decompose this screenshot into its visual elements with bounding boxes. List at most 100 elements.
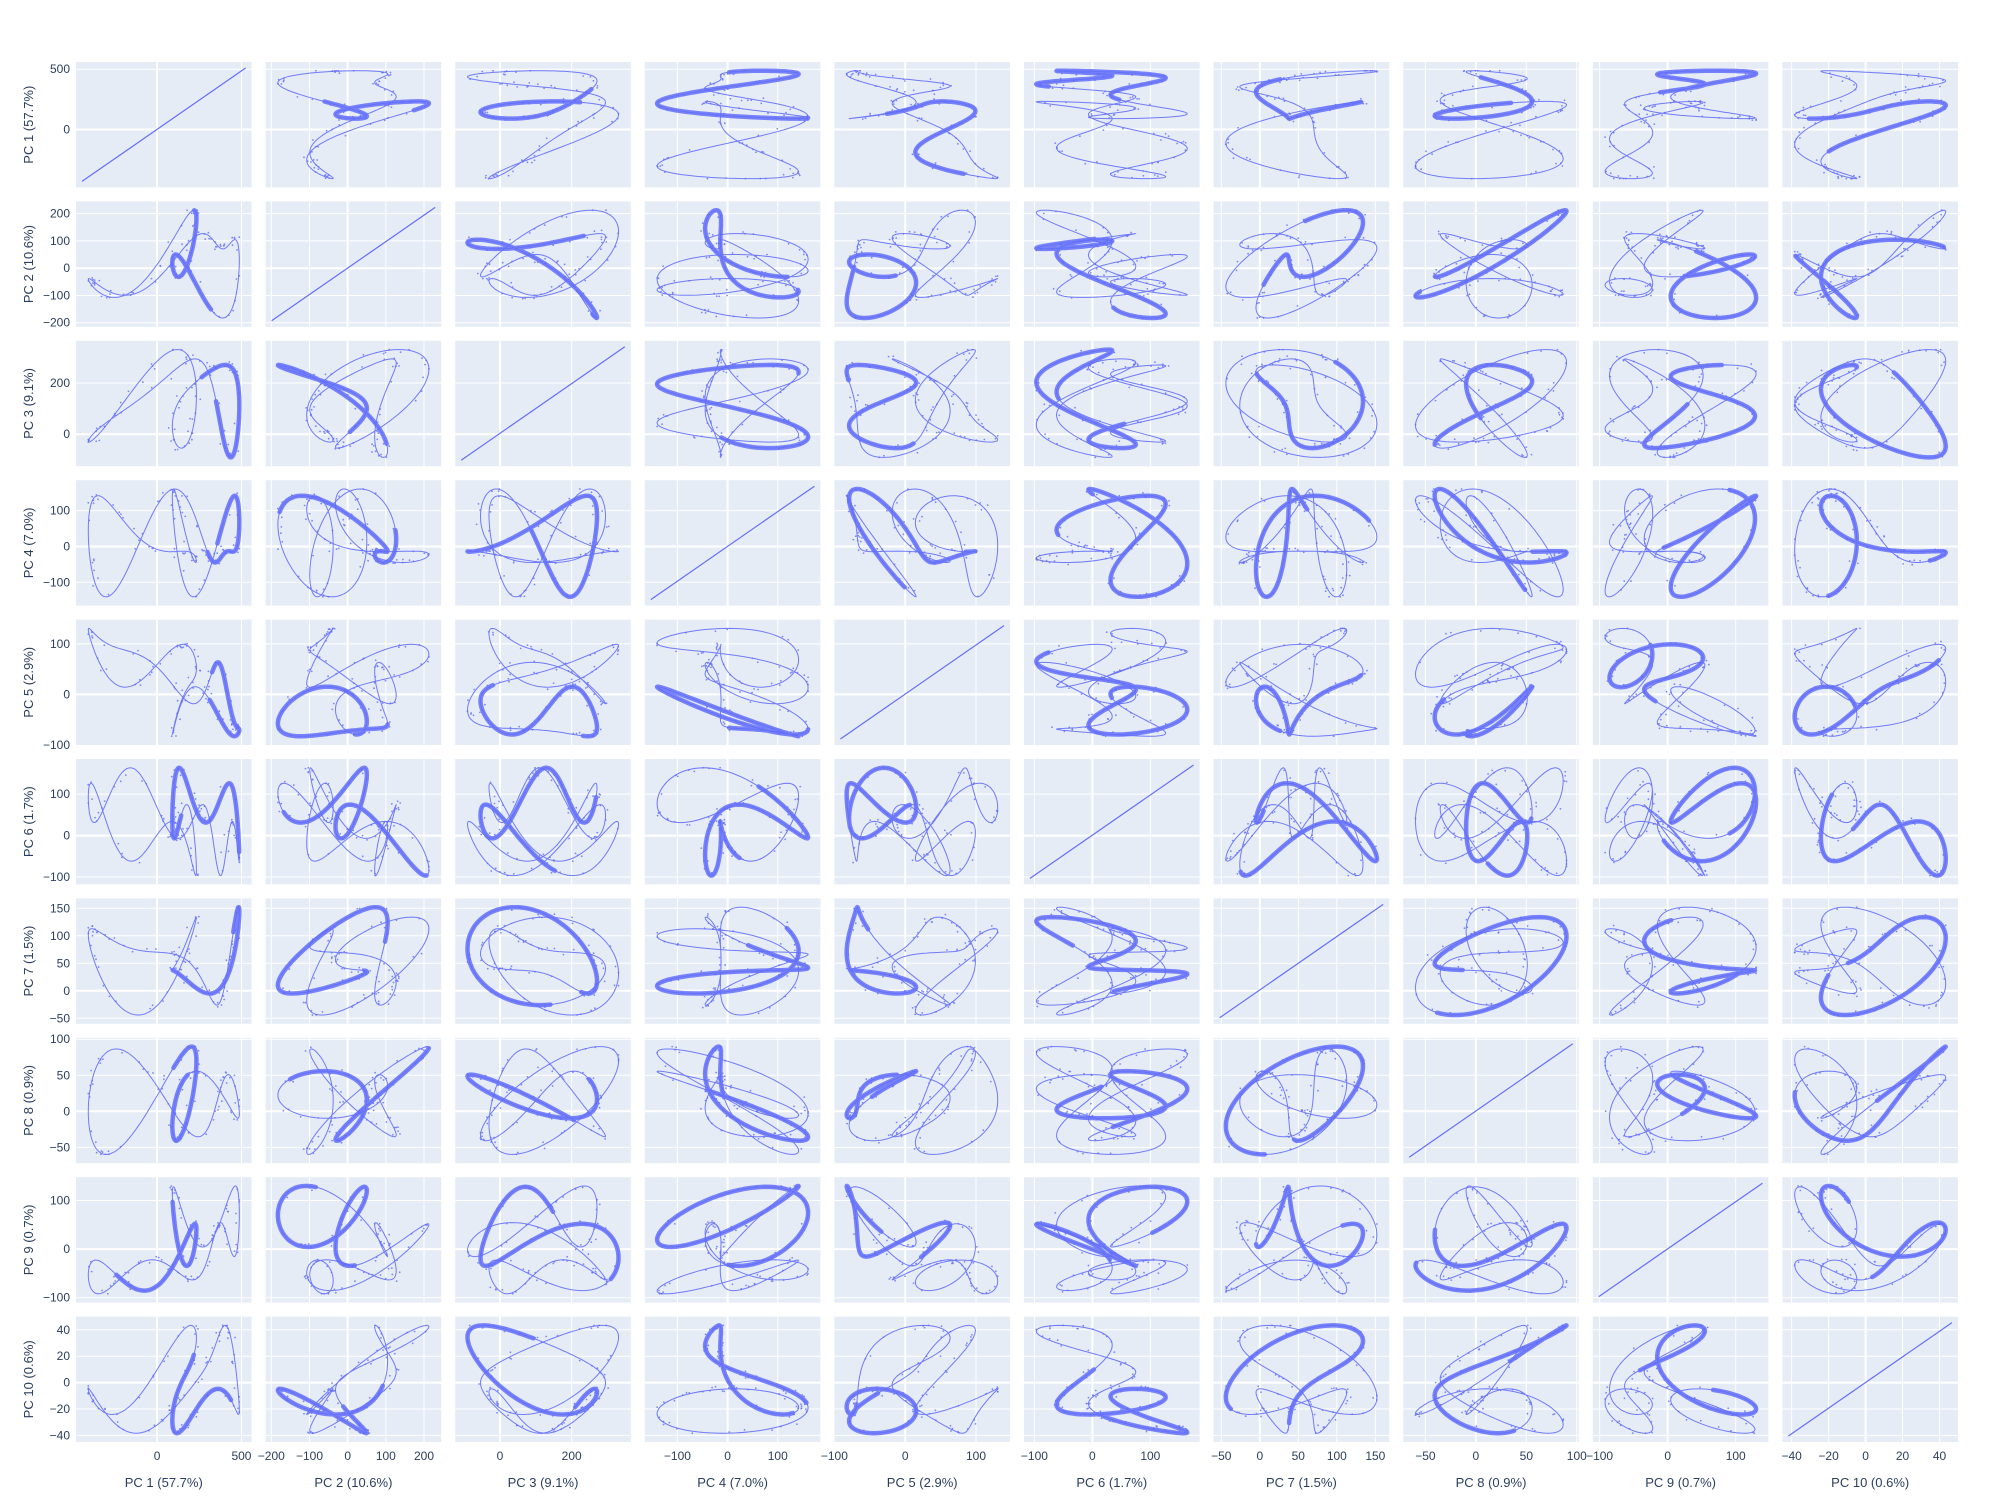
scatter-point (1678, 668, 1681, 670)
scatter-point (90, 781, 92, 784)
panel-background (76, 480, 252, 606)
scatter-point (553, 773, 555, 776)
scatter-point (1353, 384, 1356, 386)
scatter-point (1503, 125, 1505, 128)
scatter-point (1628, 695, 1630, 697)
scatter-point (486, 111, 489, 114)
scatter-point (536, 261, 539, 264)
scatter-point (1511, 574, 1514, 576)
scatter-point (1560, 640, 1562, 643)
scatter-point (1112, 731, 1114, 734)
scatter-point (192, 687, 195, 689)
scatter-point (1526, 135, 1529, 137)
scatter-point (93, 559, 95, 562)
scatter-point (209, 820, 212, 822)
scatter-point (1649, 523, 1652, 526)
scatter-point (238, 527, 241, 530)
scatter-point (1314, 290, 1316, 293)
scatter-point (1755, 119, 1757, 122)
scatter-point (103, 644, 106, 647)
scatter-point (313, 496, 316, 499)
scatter-point (1662, 93, 1665, 96)
scatter-point (1440, 115, 1443, 117)
scatter-point (705, 664, 708, 667)
scatter-point (478, 554, 480, 556)
scatter-point (323, 634, 326, 637)
scatter-point (963, 436, 966, 438)
scatter-point (327, 782, 330, 785)
scatter-point (1943, 682, 1946, 684)
scatter-point (1438, 278, 1441, 281)
scatter-point (1110, 689, 1113, 692)
scatter-point (1564, 549, 1567, 552)
scatter-point (174, 688, 177, 690)
scatter-point (484, 176, 487, 179)
scatter-point (935, 431, 938, 434)
scatter-point (725, 270, 728, 272)
scatter-point (1092, 239, 1095, 241)
scatter-point (925, 853, 928, 855)
scatter-point (1527, 371, 1530, 374)
scatter-point (1308, 113, 1311, 116)
scatter-point (182, 569, 185, 572)
scatter-point (1817, 422, 1820, 425)
scatter-point (1901, 351, 1903, 353)
scatter-point (1825, 165, 1828, 168)
scatter-point (719, 102, 722, 105)
scatter-point (237, 723, 239, 726)
scatter-point (764, 729, 767, 732)
scatter-point (332, 437, 335, 440)
scatter-point (1628, 277, 1631, 280)
scatter-point (172, 412, 174, 415)
scatter-point (87, 783, 90, 786)
scatter-point (1525, 550, 1528, 553)
scatter-point (865, 549, 868, 551)
scatter-point (1078, 541, 1080, 544)
scatter-point (1487, 420, 1490, 423)
scatter-point (317, 390, 320, 392)
dense-core-trace (281, 765, 429, 878)
scatter-point (380, 549, 382, 551)
scatter-point (762, 97, 765, 99)
scatter-point (607, 525, 610, 528)
scatter-point (1363, 69, 1366, 72)
scatter-point (1104, 253, 1106, 256)
scatter-point (533, 583, 536, 586)
scatter-point (1106, 238, 1109, 241)
scatter-point (1475, 257, 1477, 259)
scatter-point (1080, 693, 1083, 695)
scatter-point (1301, 273, 1303, 275)
scatter-point (1673, 100, 1675, 102)
scatter-point (760, 150, 763, 153)
scatter-point (1442, 433, 1445, 436)
scatter-point (562, 509, 564, 511)
scatter-point (874, 85, 877, 88)
scatter-point (1145, 592, 1148, 595)
scatter-point (1130, 231, 1132, 234)
scatter-point (877, 552, 879, 555)
scatter-point (311, 98, 314, 101)
scatter-point (1740, 734, 1743, 737)
scatter-point (1079, 270, 1081, 273)
scatter-point (1142, 170, 1145, 172)
scatter-point (214, 241, 217, 243)
scatter-point (477, 503, 480, 505)
scatter-point (387, 104, 390, 107)
panel-pc-1-57-7-vs-pc-4-7-0 (644, 62, 821, 188)
scatter-point (150, 386, 153, 389)
scatter-point (1548, 285, 1550, 288)
scatter-point (543, 224, 546, 227)
scatter-point (1498, 69, 1501, 72)
scatter-point (731, 109, 734, 111)
scatter-point (1182, 408, 1184, 411)
scatter-point (1186, 568, 1189, 570)
scatter-point (1319, 646, 1322, 649)
scatter-point (1751, 119, 1754, 121)
scatter-point (1708, 663, 1710, 666)
scatter-point (1607, 432, 1610, 435)
scatter-point (1277, 360, 1280, 363)
scatter-point (1058, 414, 1061, 417)
scatter-point (1482, 416, 1485, 418)
scatter-point (1496, 555, 1499, 558)
scatter-point (1532, 685, 1535, 688)
